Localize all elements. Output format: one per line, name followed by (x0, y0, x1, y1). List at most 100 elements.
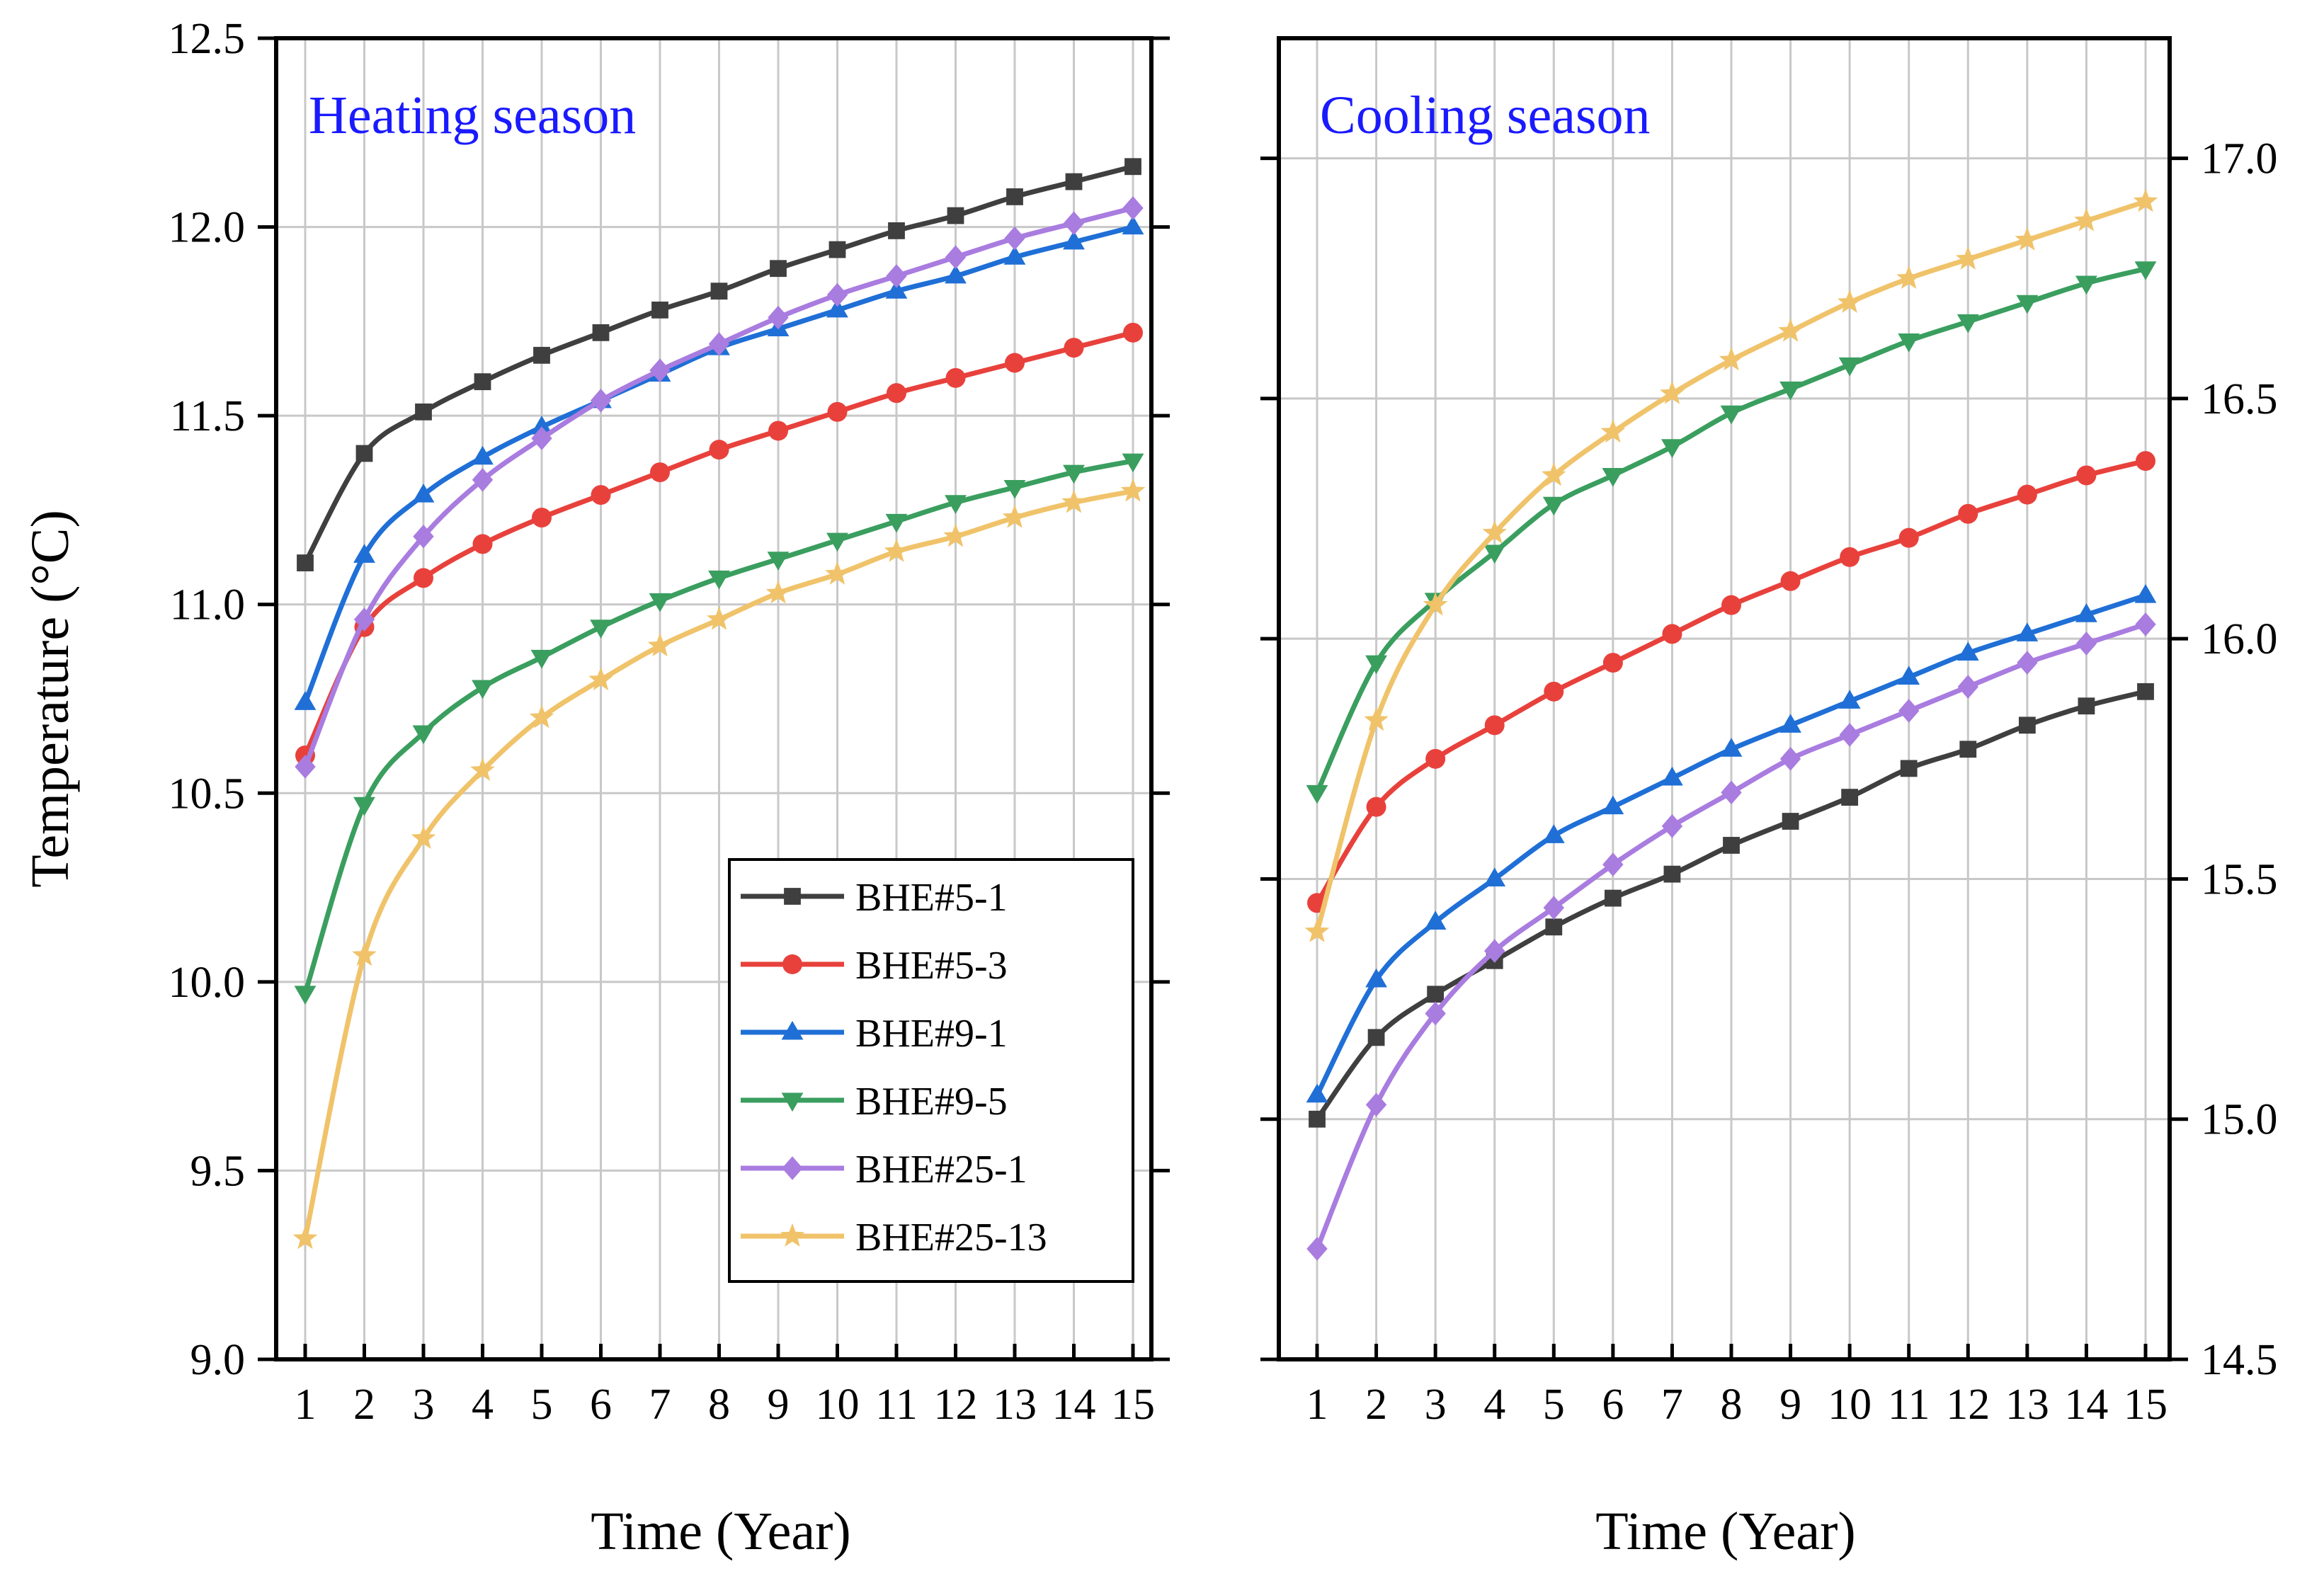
cooling-x-tick-label: 11 (1888, 1381, 1930, 1429)
heating-x-tick-label: 8 (708, 1381, 730, 1429)
cooling-x-tick-labels: 1 2 3 4 5 6 7 8 9 10 11 12 13 14 15 (1306, 1381, 2168, 1429)
cooling-data-point (2018, 716, 2036, 734)
cooling-y-tick-label: 15.0 (2201, 1096, 2278, 1144)
cooling-data-point (1604, 889, 1622, 907)
cooling-x-tick-label: 12 (1946, 1381, 1990, 1429)
cooling-data-point (1542, 496, 1565, 516)
heating-data-point (1065, 173, 1083, 190)
cooling-x-tick-label: 7 (1661, 1381, 1683, 1429)
heating-data-point (1064, 338, 1084, 358)
heating-data-point (945, 245, 967, 270)
cooling-data-point (2015, 227, 2040, 251)
heating-x-tick-label: 4 (472, 1381, 494, 1429)
cooling-data-point (1424, 910, 1447, 930)
legend-label: BHE#5-1 (855, 876, 1008, 920)
cooling-data-point (2137, 683, 2154, 700)
cooling-data-point (2135, 612, 2156, 636)
heating-data-point (708, 332, 730, 356)
heating-data-point (945, 264, 967, 284)
heating-data-point (709, 440, 729, 460)
cooling-data-point (1958, 503, 1978, 524)
legend-item: BHE#5-3 (741, 944, 1008, 988)
heating-x-tick-label: 10 (816, 1381, 860, 1429)
legend-swatch-marker (781, 1092, 804, 1112)
heating-data-point (710, 282, 728, 300)
heating-series-line (302, 205, 1136, 770)
cooling-data-point (1602, 653, 1623, 673)
cooling-data-point (1841, 789, 1859, 806)
cooling-data-point (2133, 188, 2158, 212)
legend-item: BHE#9-5 (741, 1080, 1008, 1124)
cooling-x-tick-label: 5 (1543, 1381, 1565, 1429)
cooling-data-point (1306, 1083, 1328, 1103)
heating-x-tick-label: 14 (1052, 1381, 1096, 1429)
heating-data-point (413, 524, 434, 549)
cooling-plot-background (1279, 38, 2170, 1359)
heating-x-tick-label: 7 (649, 1381, 671, 1429)
cooling-data-point (2017, 484, 2037, 505)
heating-data-point (707, 606, 731, 630)
cooling-data-point (1365, 1092, 1387, 1117)
cooling-y-tick-label: 16.5 (2201, 375, 2278, 423)
cooling-data-point (1482, 520, 1507, 544)
cooling-data-point (1483, 867, 1506, 886)
cooling-data-point (1663, 865, 1681, 883)
cooling-data-point (2075, 275, 2097, 295)
cooling-data-point (2075, 632, 2097, 656)
cooling-data-point (1959, 741, 1977, 758)
heating-y-tick-label: 12.5 (169, 15, 246, 63)
heating-data-point (768, 305, 789, 330)
legend: BHE#5-1 BHE#5-3 BHE#9-1 BHE#9-5 BHE#25-1 BHE#… (728, 858, 1134, 1283)
heating-data-point (885, 513, 908, 533)
heating-data-point (592, 324, 610, 341)
heating-data-point (415, 403, 432, 421)
heating-data-point (590, 389, 612, 413)
heating-series-BHE#25-1 (295, 196, 1144, 779)
heating-data-point (650, 462, 670, 483)
cooling-data-point (2134, 584, 2157, 603)
heating-data-point (297, 554, 314, 571)
cooling-data-point (2136, 451, 2155, 472)
heating-series-BHE#25-13 (292, 478, 1146, 1250)
cooling-series (1304, 188, 2158, 1261)
heating-x-tick-label: 11 (875, 1381, 918, 1429)
legend-label: BHE#25-1 (855, 1148, 1027, 1192)
heating-y-tick-label: 10.0 (169, 959, 246, 1007)
heating-data-point (294, 691, 317, 710)
cooling-x-tick-label: 13 (2005, 1381, 2049, 1429)
heating-data-point (292, 1226, 318, 1250)
cooling-data-point (1662, 624, 1682, 644)
cooling-data-point (2016, 295, 2039, 314)
cooling-x-tick-label: 2 (1365, 1381, 1387, 1429)
heating-ticks (258, 36, 1170, 1361)
heating-x-tick-label: 15 (1111, 1381, 1155, 1429)
cooling-data-point (1484, 939, 1505, 964)
heating-series (292, 158, 1146, 1250)
cooling-data-point (1956, 314, 1979, 333)
heating-data-point (472, 534, 493, 554)
heating-data-point (412, 484, 435, 503)
heating-data-point (767, 552, 790, 571)
heating-series-BHE#9-5 (294, 453, 1144, 1005)
heating-series-BHE#5-3 (295, 322, 1143, 765)
cooling-x-tick-label: 9 (1779, 1381, 1801, 1429)
cooling-data-point (1544, 681, 1564, 702)
cooling-x-tick-label: 3 (1425, 1381, 1447, 1429)
cooling-data-point (2017, 651, 2038, 675)
heating-data-point (588, 667, 613, 691)
legend-label: BHE#9-1 (855, 1012, 1008, 1056)
heating-x-tick-label: 3 (413, 1381, 435, 1429)
heating-data-point (472, 467, 494, 492)
cooling-data-point (1956, 641, 1979, 661)
cooling-data-point (1839, 723, 1860, 747)
heating-data-point (295, 755, 316, 779)
cooling-data-point (1778, 318, 1803, 342)
cooling-panel: 14.515.015.516.016.517.0 1 2 3 4 5 6 7 8 9 10 11 12… (1260, 36, 2278, 1561)
heating-y-tick-label: 11.0 (170, 581, 245, 629)
heating-data-point (353, 607, 375, 632)
heating-x-tick-label: 12 (934, 1381, 978, 1429)
heating-data-point (591, 485, 611, 506)
heating-data-point (1124, 158, 1141, 176)
cooling-x-tick-label: 8 (1721, 1381, 1743, 1429)
